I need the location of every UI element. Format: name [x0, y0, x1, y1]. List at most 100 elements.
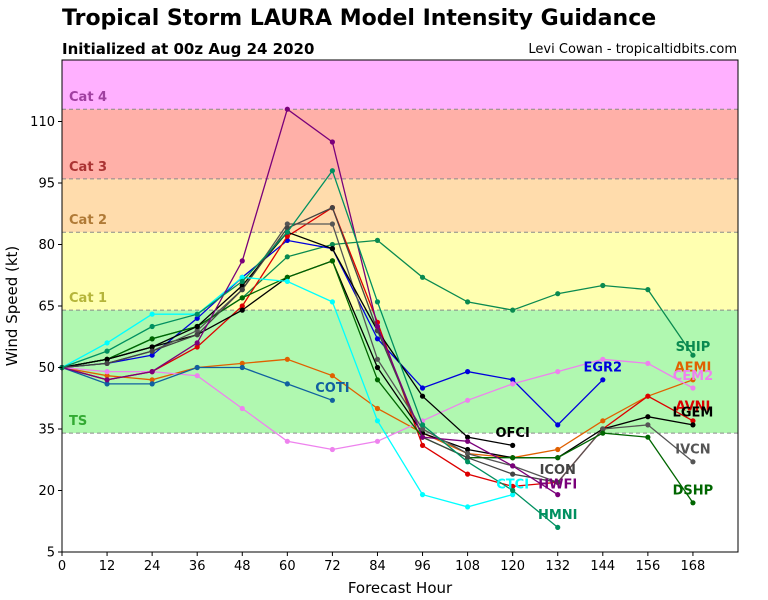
series-point-cem2	[645, 360, 651, 366]
series-point-avni	[690, 418, 696, 424]
series-coti	[59, 364, 335, 403]
series-point-lgem	[239, 307, 245, 313]
series-point-ctci	[510, 492, 516, 498]
series-point-icon	[194, 332, 200, 338]
series-point-icon	[510, 471, 516, 477]
x-tick: 36	[189, 552, 205, 574]
series-label-hwfi: HWFI	[538, 477, 577, 492]
series-point-aemi	[600, 418, 606, 424]
series-point-cem2	[374, 438, 381, 444]
series-point-dshp	[374, 377, 381, 383]
y-tick: 95	[38, 177, 62, 192]
x-axis-ticks: 0 12 24 36 48 60 72 84 96 108 120 132 144 156 168	[58, 552, 705, 574]
x-tick: 120	[500, 552, 525, 574]
series-point-egr2	[149, 352, 155, 358]
x-tick-label: 60	[279, 559, 296, 574]
y-tick-label: 110	[30, 115, 55, 130]
series-point-cem2	[690, 385, 696, 391]
series-point-hmni	[149, 323, 155, 330]
series-point-ctci	[374, 418, 381, 424]
series-point-ofci	[510, 442, 516, 448]
series-point-egr2	[465, 369, 471, 375]
series-point-dshp	[149, 336, 155, 342]
series-label-hmni: HMNI	[538, 508, 578, 523]
series-label-ctci: CTCI	[496, 477, 529, 492]
x-tick-label: 12	[99, 559, 116, 574]
series-point-avni	[510, 483, 516, 489]
series-point-cem2	[510, 381, 516, 387]
series-point-ship	[284, 254, 290, 260]
series-point-ctci	[104, 340, 110, 346]
series-point-ctci	[329, 299, 335, 305]
series-point-ofci	[104, 356, 110, 362]
x-tick-label: 24	[144, 559, 161, 574]
series-point-egr2	[374, 336, 381, 342]
x-tick-label: 144	[590, 559, 615, 574]
y-tick-label: 95	[38, 177, 55, 192]
y-tick-label: 50	[38, 361, 55, 376]
series-point-avni	[419, 442, 426, 448]
series-point-dshp	[510, 455, 516, 461]
series-point-ivcn	[600, 426, 606, 432]
series-point-ctci	[239, 274, 245, 280]
series-point-hmni	[329, 168, 335, 174]
band-cat-1	[62, 232, 738, 311]
series-point-egr2	[510, 377, 516, 383]
series-point-ofci	[149, 344, 155, 350]
series-point-ivcn	[329, 221, 335, 227]
series-point-cem2	[465, 397, 471, 403]
band-label-cat-4: Cat 4	[69, 90, 107, 105]
series-point-lgem	[645, 414, 651, 420]
y-tick-label: 65	[38, 300, 55, 315]
series-point-hwfi	[374, 323, 381, 330]
series-point-dshp	[555, 455, 561, 461]
y-tick: 20	[38, 484, 62, 499]
series-point-ship	[645, 287, 651, 293]
series-line-icon	[61, 206, 558, 483]
series-point-lgem	[690, 422, 696, 428]
series-label-egr2: EGR2	[583, 361, 622, 376]
series-label-lgem: LGEM	[673, 406, 714, 421]
series-point-coti	[239, 364, 245, 371]
x-tick-label: 48	[234, 559, 251, 574]
series-point-ofci	[465, 434, 471, 440]
series-point-dshp	[239, 295, 245, 301]
series-point-cem2	[284, 438, 290, 444]
series-label-dshp: DSHP	[673, 484, 714, 499]
series-point-dshp	[329, 258, 335, 264]
y-tick: 65	[38, 300, 62, 315]
band-label-cat-1: Cat 1	[69, 291, 107, 306]
series-point-ship	[465, 299, 471, 305]
series-point-ivcn	[284, 221, 290, 227]
x-tick-label: 156	[635, 559, 660, 574]
band-cat-4	[62, 60, 738, 110]
y-tick-label: 5	[47, 546, 55, 561]
series-point-ship	[329, 241, 335, 248]
series-point-aemi	[104, 373, 110, 379]
series-point-aemi	[284, 356, 290, 362]
series-point-ship	[374, 237, 381, 243]
series-point-ofci	[329, 246, 335, 252]
x-tick-label: 0	[58, 559, 66, 574]
chart-title: Tropical Storm LAURA Model Intensity Gui…	[62, 6, 657, 31]
series-point-avni	[194, 344, 200, 350]
series-point-aemi	[329, 373, 335, 379]
series-point-ctci	[465, 504, 471, 510]
band-label-ts: TS	[69, 414, 87, 429]
series-point-ctci	[419, 492, 426, 498]
series-point-ivcn	[374, 356, 381, 362]
series-point-cem2	[104, 369, 110, 375]
series-point-hmni	[194, 311, 200, 317]
series-point-ctci	[284, 278, 290, 284]
series-label-aemi: AEMI	[675, 361, 712, 376]
series-point-hmni	[104, 348, 110, 354]
series-point-hwfi	[239, 258, 245, 264]
series-point-cem2	[329, 446, 335, 453]
series-point-ctci	[149, 311, 155, 317]
series-label-icon: ICON	[540, 463, 576, 478]
series-point-coti	[149, 381, 155, 387]
y-tick: 50	[38, 361, 62, 376]
x-tick: 168	[681, 552, 705, 574]
y-axis-ticks: 5 20 35 50 65 80 95 110	[30, 115, 62, 561]
